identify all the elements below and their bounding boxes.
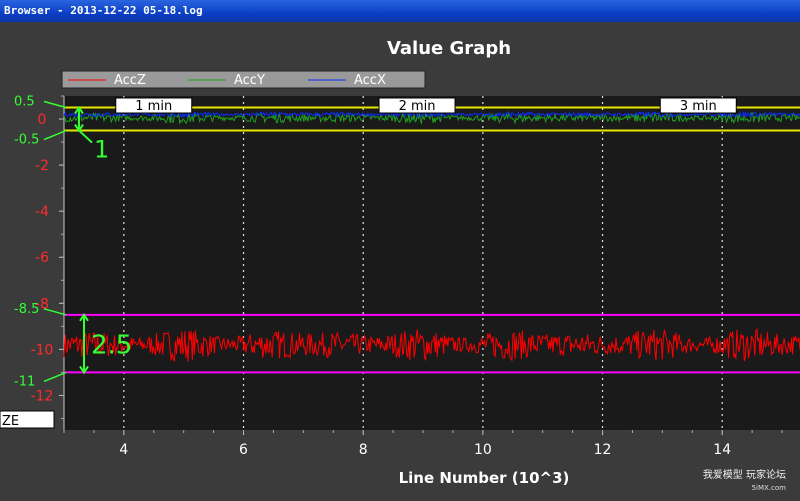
title-bar: Browser - 2013-12-22 05-18.log [0,0,800,22]
left-annotation-1: -0.5 [14,133,39,148]
y-tick-label-4: -8 [35,296,49,312]
x-axis-label: Line Number (10^3) [399,469,570,487]
range-annotations: 0.5 -0.5 -8.5 -11 1 2.5 [14,95,132,390]
legend-label-accy: AccY [234,73,265,88]
y-tick-label-6: -12 [31,388,54,404]
legend-item-accx: AccX [308,73,386,88]
x-axis-ticks: 4 6 8 10 12 14 [63,430,783,458]
time-markers: 1 min 2 min 3 min [115,97,737,114]
y-tick-label-3: -6 [35,250,49,266]
range-label-leader-0 [78,129,93,144]
range-label-1: 2.5 [91,331,132,361]
y-tick-label-2: -4 [35,204,49,220]
left-annotation-3: -11 [14,374,35,389]
range-label-0: 1 [94,136,109,164]
x-tick-label-2: 8 [359,442,368,458]
value-graph-chart: Value Graph AccZ AccY AccX 1 min 2 min 3 m… [0,38,800,487]
watermark: 我爱模型 玩家论坛 5iMX.com [703,470,786,494]
y-axis-ticks: 0 -2 -4 -6 -8 -10 -12 [31,95,64,419]
x-tick-label-3: 10 [474,442,492,458]
plot-area [64,96,800,430]
left-annotation-leader-2 [43,308,67,316]
left-annotation-leader-3 [43,371,67,383]
x-tick-label-1: 6 [239,442,248,458]
legend-item-accz: AccZ [68,73,146,88]
time-marker-label-0: 1 min [135,99,172,114]
time-marker-label-1: 2 min [399,99,436,114]
left-annotation-leader-0 [43,100,67,109]
series-line-accz [63,327,800,362]
time-marker-label-2: 3 min [680,99,717,114]
legend-label-accx: AccX [354,73,386,88]
chart-title: Value Graph [387,38,511,59]
left-annotation-0: 0.5 [14,95,35,110]
y-tick-label-5: -10 [31,342,54,358]
time-marker-box-1 [378,97,456,114]
legend: AccZ AccY AccX [61,70,426,89]
left-annotation-2: -8.5 [14,302,39,317]
range-arrowhead-top-1 [79,313,89,322]
legend-label-accz: AccZ [114,73,146,88]
range-arrowhead-top-0 [74,105,84,115]
axis-name-box[interactable]: ZE [0,410,55,429]
x-tick-label-0: 4 [119,442,128,458]
left-annotation-leader-1 [43,129,67,141]
range-arrowhead-bottom-1 [79,365,89,375]
y-tick-label-0: 0 [38,112,47,128]
grid-lines [123,96,723,430]
time-marker-box-2 [659,97,737,114]
x-tick-label-4: 12 [594,442,612,458]
watermark-line2: 5iMX.com [751,484,786,492]
x-tick-label-5: 14 [713,442,731,458]
y-tick-label-1: -2 [35,158,49,174]
legend-item-accy: AccY [188,73,265,88]
watermark-line1: 我爱模型 玩家论坛 [702,470,786,481]
axis-name-text: ZE [2,414,19,429]
time-marker-box-0 [115,97,193,114]
window-title: Browser - 2013-12-22 05-18.log [4,4,203,17]
